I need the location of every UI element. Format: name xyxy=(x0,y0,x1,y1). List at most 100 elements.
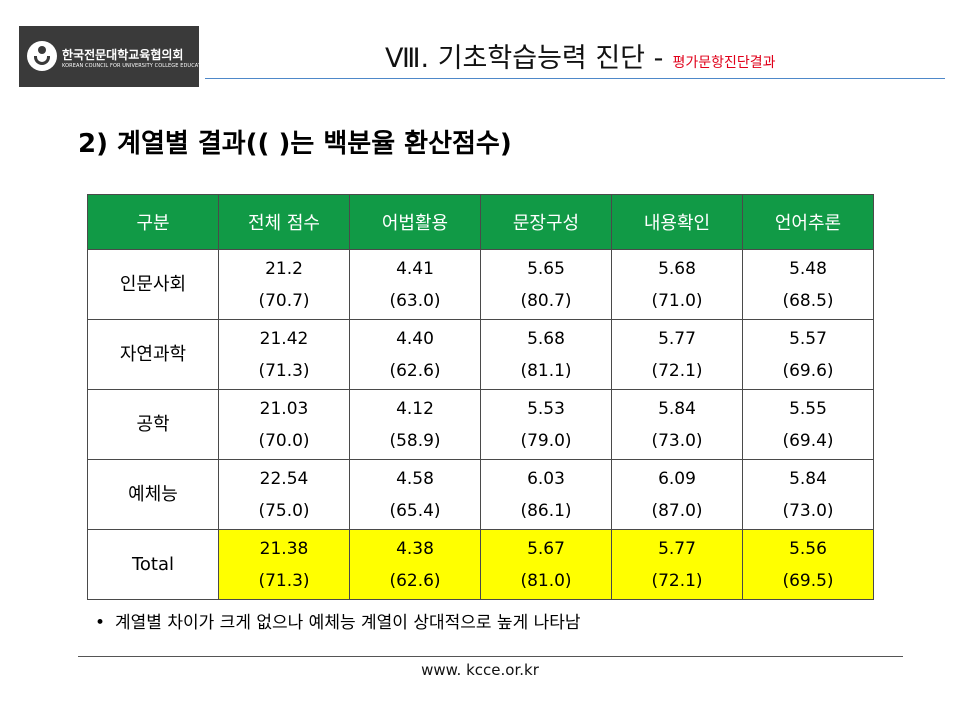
cell-percent: (71.3) xyxy=(258,570,310,591)
cell-percent: (70.0) xyxy=(258,430,310,451)
table-row-total: Total 21.38 (71.3) 4.38 (62.6) 5.67 (81.0) … xyxy=(87,529,874,600)
cell-percent: (62.6) xyxy=(389,360,441,381)
cell-score: 5.67 xyxy=(527,538,565,559)
cell-score: 5.84 xyxy=(658,398,696,419)
cell-percent: (58.9) xyxy=(389,430,441,451)
table-cell: 5.77 (72.1) xyxy=(611,529,743,600)
cell-percent: (69.5) xyxy=(782,570,834,591)
table-cell: 5.53 (79.0) xyxy=(480,389,612,460)
header-sentence: 문장구성 xyxy=(480,194,612,250)
row-label: 예체능 xyxy=(87,459,219,530)
table-cell: 4.38 (62.6) xyxy=(349,529,481,600)
cell-score: 5.68 xyxy=(527,328,565,349)
table-cell: 5.84 (73.0) xyxy=(611,389,743,460)
council-english-name: KOREAN COUNCIL FOR UNIVERSITY COLLEGE ED… xyxy=(62,63,211,69)
table-cell: 5.84 (73.0) xyxy=(742,459,874,530)
header-reasoning: 언어추론 xyxy=(742,194,874,250)
row-label: 공학 xyxy=(87,389,219,460)
cell-percent: (71.0) xyxy=(651,290,703,311)
cell-score: 5.56 xyxy=(789,538,827,559)
table-cell: 5.67 (81.0) xyxy=(480,529,612,600)
row-label: 인문사회 xyxy=(87,249,219,320)
table-cell: 6.03 (86.1) xyxy=(480,459,612,530)
cell-score: 4.41 xyxy=(396,258,434,279)
table-cell: 21.2 (70.7) xyxy=(218,249,350,320)
bullet-icon: • xyxy=(95,613,106,633)
table-cell: 21.03 (70.0) xyxy=(218,389,350,460)
cell-score: 5.84 xyxy=(789,468,827,489)
results-table: 구분 전체 점수 어법활용 문장구성 내용확인 언어추론 인문사회 21.2 (7… xyxy=(87,194,874,600)
cell-score: 5.77 xyxy=(658,538,696,559)
table-cell: 5.57 (69.6) xyxy=(742,319,874,390)
table-cell: 4.41 (63.0) xyxy=(349,249,481,320)
cell-score: 4.38 xyxy=(396,538,434,559)
slide-header-title: Ⅷ. 기초학습능력 진단 - xyxy=(385,43,664,74)
cell-score: 5.65 xyxy=(527,258,565,279)
table-row: 공학 21.03 (70.0) 4.12 (58.9) 5.53 (79.0) 5.8… xyxy=(87,389,874,460)
footer-url: www. kcce.or.kr xyxy=(421,661,539,679)
cell-percent: (71.3) xyxy=(258,360,310,381)
council-name: 한국전문대학교육협의회 xyxy=(62,48,184,62)
table-cell: 21.38 (71.3) xyxy=(218,529,350,600)
footer-divider xyxy=(78,656,903,657)
table-row: 인문사회 21.2 (70.7) 4.41 (63.0) 5.65 (80.7) 5.… xyxy=(87,249,874,320)
cell-percent: (73.0) xyxy=(782,500,834,521)
row-label: Total xyxy=(87,529,219,600)
cell-score: 4.40 xyxy=(396,328,434,349)
cell-percent: (68.5) xyxy=(782,290,834,311)
header-divider xyxy=(205,78,945,79)
section-title: 2) 계열별 결과(( )는 백분율 환산점수) xyxy=(78,129,512,159)
table-row: 자연과학 21.42 (71.3) 4.40 (62.6) 5.68 (81.1) 5… xyxy=(87,319,874,390)
table-cell: 4.12 (58.9) xyxy=(349,389,481,460)
cell-percent: (70.7) xyxy=(258,290,310,311)
table-row: 예체능 22.54 (75.0) 4.58 (65.4) 6.03 (86.1) 6.… xyxy=(87,459,874,530)
slide-header-subtitle: 평가문항진단결과 xyxy=(672,55,776,71)
table-cell: 5.65 (80.7) xyxy=(480,249,612,320)
table-cell: 5.56 (69.5) xyxy=(742,529,874,600)
cell-score: 5.68 xyxy=(658,258,696,279)
cell-score: 22.54 xyxy=(259,468,309,489)
cell-score: 5.55 xyxy=(789,398,827,419)
summary-note: • 계열별 차이가 크게 없으나 예체능 계열이 상대적으로 높게 나타남 xyxy=(95,608,581,633)
cell-score: 6.09 xyxy=(658,468,696,489)
council-emblem-icon xyxy=(27,41,57,71)
cell-percent: (73.0) xyxy=(651,430,703,451)
cell-score: 5.48 xyxy=(789,258,827,279)
cell-score: 21.2 xyxy=(265,258,303,279)
table-cell: 21.42 (71.3) xyxy=(218,319,350,390)
table-cell: 5.55 (69.4) xyxy=(742,389,874,460)
table-cell: 5.77 (72.1) xyxy=(611,319,743,390)
cell-percent: (69.4) xyxy=(782,430,834,451)
cell-percent: (72.1) xyxy=(651,360,703,381)
table-cell: 4.58 (65.4) xyxy=(349,459,481,530)
cell-percent: (75.0) xyxy=(258,500,310,521)
cell-score: 21.38 xyxy=(259,538,309,559)
cell-score: 5.77 xyxy=(658,328,696,349)
cell-percent: (81.1) xyxy=(520,360,572,381)
cell-percent: (79.0) xyxy=(520,430,572,451)
cell-score: 5.53 xyxy=(527,398,565,419)
cell-percent: (80.7) xyxy=(520,290,572,311)
row-label: 자연과학 xyxy=(87,319,219,390)
cell-percent: (63.0) xyxy=(389,290,441,311)
cell-score: 6.03 xyxy=(527,468,565,489)
cell-percent: (81.0) xyxy=(520,570,572,591)
table-cell: 6.09 (87.0) xyxy=(611,459,743,530)
cell-percent: (72.1) xyxy=(651,570,703,591)
cell-score: 4.12 xyxy=(396,398,434,419)
cell-score: 4.58 xyxy=(396,468,434,489)
header-content: 내용확인 xyxy=(611,194,743,250)
table-cell: 5.68 (71.0) xyxy=(611,249,743,320)
table-cell: 22.54 (75.0) xyxy=(218,459,350,530)
cell-percent: (62.6) xyxy=(389,570,441,591)
header-total-score: 전체 점수 xyxy=(218,194,350,250)
cell-percent: (69.6) xyxy=(782,360,834,381)
summary-note-text: 계열별 차이가 크게 없으나 예체능 계열이 상대적으로 높게 나타남 xyxy=(115,613,581,633)
table-header-row: 구분 전체 점수 어법활용 문장구성 내용확인 언어추론 xyxy=(87,194,874,250)
table-cell: 5.68 (81.1) xyxy=(480,319,612,390)
slide-header: Ⅷ. 기초학습능력 진단 - 평가문항진단결과 xyxy=(385,36,776,75)
header-grammar: 어법활용 xyxy=(349,194,481,250)
table-cell: 4.40 (62.6) xyxy=(349,319,481,390)
table-cell: 5.48 (68.5) xyxy=(742,249,874,320)
cell-percent: (65.4) xyxy=(389,500,441,521)
